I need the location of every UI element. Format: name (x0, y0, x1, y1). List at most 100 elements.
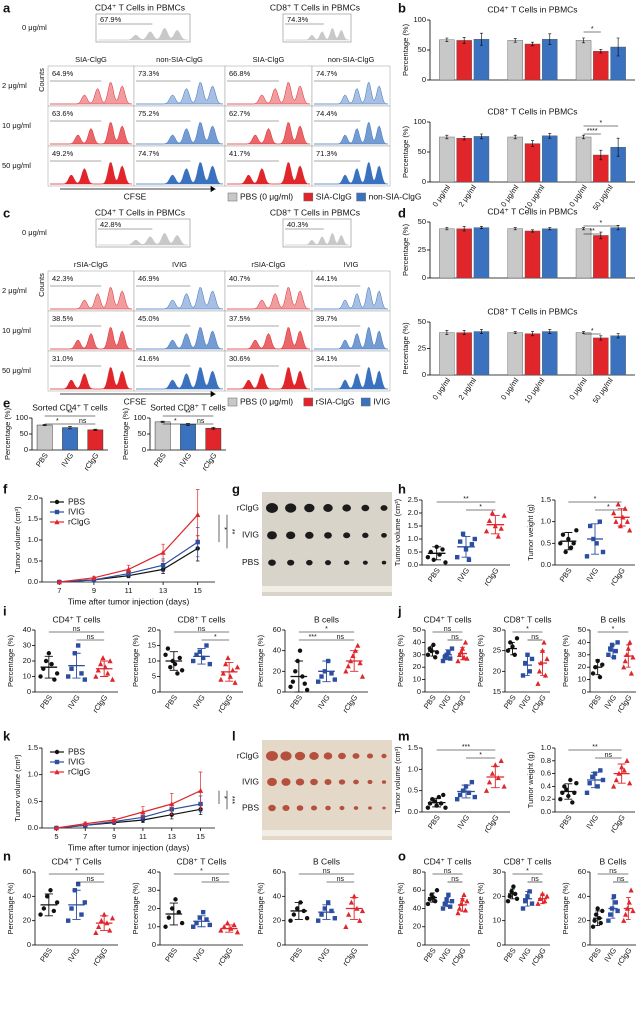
error-bar (513, 134, 517, 140)
x-tick-label: IVIG (584, 813, 600, 831)
gate-value: 46.9% (138, 274, 160, 283)
tumor (366, 753, 374, 759)
error-bar (531, 229, 534, 233)
x-tick-label: IVIG (455, 566, 471, 584)
point (169, 906, 175, 911)
y-tick-label: 20 (578, 916, 586, 925)
bar (524, 230, 541, 279)
error-bar (100, 915, 109, 931)
point (570, 800, 575, 805)
point (594, 541, 599, 546)
error-bar (490, 765, 500, 789)
error-bar (197, 915, 206, 928)
y-tick-label: 15 (148, 640, 156, 649)
chart-title: CD8⁺ T cells (177, 614, 225, 624)
tumor (280, 751, 292, 761)
bar (507, 136, 523, 183)
error-bar (548, 227, 552, 231)
point (438, 801, 444, 806)
point (319, 674, 324, 679)
chart-title: CD8⁺ T Cells (177, 856, 227, 866)
y-tick-label: 0.5 (28, 796, 38, 805)
point (542, 898, 548, 904)
tumor (338, 752, 346, 760)
error-bar (599, 231, 603, 240)
legend-label: rClgG (68, 516, 90, 526)
series-line (56, 790, 201, 829)
legend-swatch (227, 397, 238, 407)
point (455, 797, 460, 802)
y-tick-label: 40 (413, 637, 421, 646)
row-label: 50 μg/ml (2, 366, 31, 375)
point (197, 787, 204, 793)
y-tick-label: 20 (413, 922, 421, 931)
y-axis-label: Percentage (%) (561, 882, 570, 935)
significance-label: * (599, 220, 602, 227)
point (600, 549, 606, 555)
point (486, 779, 493, 785)
point (168, 665, 173, 670)
axis-arrow (60, 185, 217, 193)
point (177, 655, 182, 661)
histogram (50, 327, 133, 350)
error-bar (42, 424, 47, 426)
point (98, 917, 104, 923)
y-tick-label: 1.0 (408, 534, 418, 543)
error-bar (490, 515, 500, 535)
point (535, 680, 541, 686)
significance-label: ns (73, 626, 81, 633)
gate-value: 42.8% (100, 220, 122, 229)
point (66, 918, 71, 923)
point (472, 794, 477, 800)
point (200, 909, 206, 915)
point (568, 545, 574, 550)
point (79, 671, 84, 676)
histogram (314, 287, 389, 310)
error-bar (617, 508, 626, 527)
gate-value: 40.3% (287, 220, 309, 229)
bar (456, 40, 472, 81)
point (527, 669, 532, 674)
histogram (227, 82, 311, 105)
error-bar (610, 644, 616, 658)
error-bar (540, 893, 545, 905)
y-tick-label: 0.0 (408, 560, 418, 569)
histogram (227, 287, 311, 310)
tumor (353, 779, 359, 785)
chart-title: CD4⁺ T Cells in PBMCs (487, 4, 577, 14)
significance-label: ns (609, 868, 617, 875)
point (560, 532, 566, 537)
error-bar (169, 651, 178, 671)
error-bar (225, 662, 234, 682)
point (587, 781, 592, 786)
tumor (381, 532, 387, 538)
tumor (310, 805, 318, 811)
point (322, 906, 328, 911)
significance-label: ** (67, 410, 73, 417)
point (194, 652, 199, 657)
error-bar (445, 330, 449, 336)
point (563, 549, 568, 555)
point (53, 825, 60, 831)
error-bar (548, 133, 552, 139)
column-label: SIA-ClgG (75, 55, 107, 64)
error-bar (462, 37, 466, 44)
bar (473, 227, 490, 279)
point (449, 899, 455, 904)
error-bar (531, 41, 534, 47)
significance-label: * (220, 527, 227, 530)
x-tick-label: 0 μg/ml (431, 183, 453, 209)
point (109, 915, 116, 921)
point (197, 915, 203, 920)
point (455, 658, 461, 664)
point (628, 887, 634, 893)
point (220, 670, 226, 676)
x-tick-label: 7 (83, 832, 87, 841)
point (456, 905, 463, 911)
point (562, 784, 567, 789)
point (302, 681, 307, 686)
point (345, 663, 351, 669)
significance-label: *** (462, 744, 470, 751)
bar (507, 332, 523, 376)
x-tick-label: PBS (426, 813, 442, 830)
